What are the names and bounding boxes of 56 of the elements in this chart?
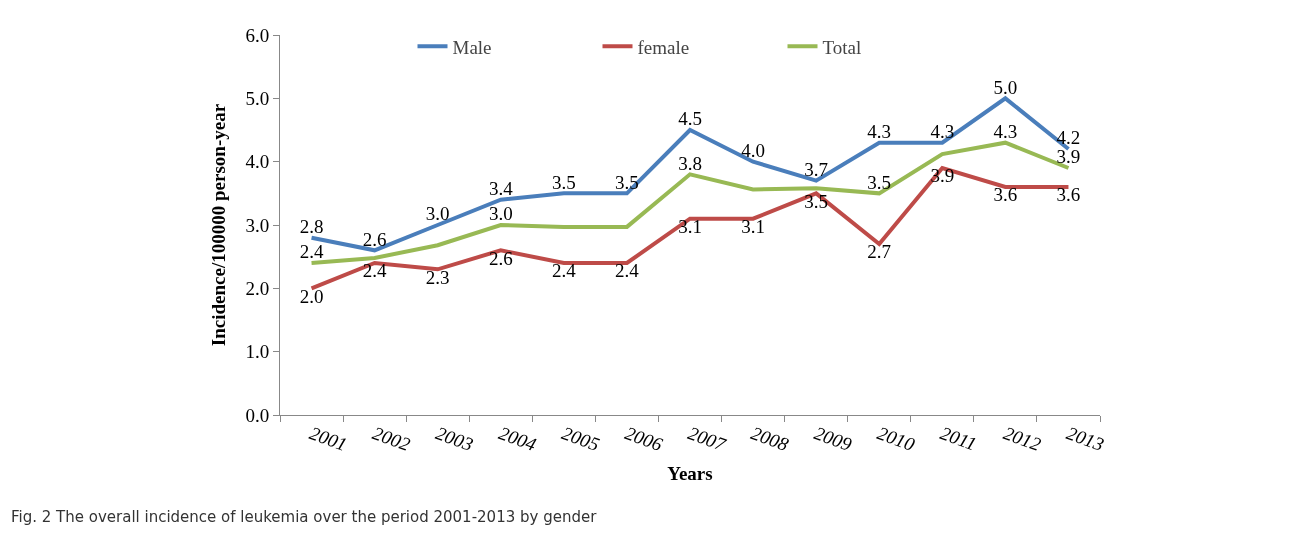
x-tick-label: 2005 xyxy=(559,422,603,455)
data-label: 2.4 xyxy=(551,260,577,282)
data-label: 2.6 xyxy=(362,228,387,250)
y-axis-title: Incidence/100000 person-year xyxy=(208,103,230,347)
data-label: 5.0 xyxy=(993,76,1018,98)
data-label: 2.0 xyxy=(299,285,324,307)
data-label: 4.3 xyxy=(993,120,1018,142)
data-label: 4.5 xyxy=(678,108,702,130)
data-label: 3.7 xyxy=(804,158,829,180)
x-tick-label: 2002 xyxy=(370,422,414,456)
y-tick-label: 1.0 xyxy=(245,341,270,363)
y-tick-label: 5.0 xyxy=(245,87,270,109)
data-label: 3.6 xyxy=(993,184,1018,206)
data-label: 3.1 xyxy=(741,215,765,237)
x-tick-label: 2003 xyxy=(433,422,476,455)
x-tick-label: 2001 xyxy=(306,422,350,455)
legend-label: female xyxy=(637,36,690,58)
y-tick-label: 0.0 xyxy=(245,404,270,426)
data-label: 3.5 xyxy=(615,171,639,193)
y-tick-label: 4.0 xyxy=(245,151,270,173)
data-label: 4.3 xyxy=(867,120,892,142)
legend-label: Male xyxy=(452,36,492,58)
data-label: 4.3 xyxy=(930,120,955,142)
data-label: 3.4 xyxy=(488,177,514,199)
data-label: 3.6 xyxy=(1056,184,1081,206)
caption: Fig. 2 The overall incidence of leukemia over the period 2001-2013 by gender xyxy=(11,508,598,526)
data-label: 3.0 xyxy=(425,203,450,225)
data-label: 2.7 xyxy=(867,241,892,263)
data-label: 3.1 xyxy=(678,215,702,237)
y-tick-label: 6.0 xyxy=(245,24,270,46)
data-label: 3.5 xyxy=(867,171,892,193)
data-label: 2.6 xyxy=(488,247,513,269)
data-label: 2.4 xyxy=(362,260,387,282)
data-label: 3.5 xyxy=(551,171,576,193)
x-axis-title: Years xyxy=(667,463,713,485)
data-label: 3.8 xyxy=(678,152,702,174)
data-label: 3.9 xyxy=(1056,146,1081,168)
data-label: 2.8 xyxy=(299,215,324,237)
data-label: 2.4 xyxy=(615,260,640,282)
x-tick-label: 2006 xyxy=(622,422,666,456)
x-tick-label: 2010 xyxy=(874,422,918,456)
y-tick-label: 3.0 xyxy=(245,214,270,236)
x-tick-label: 2012 xyxy=(1000,422,1045,456)
data-label: 3.0 xyxy=(488,203,513,225)
x-tick-label: 2008 xyxy=(748,422,792,456)
data-label: 2.4 xyxy=(299,241,324,263)
data-label: 4.0 xyxy=(741,139,765,161)
data-label: 2.3 xyxy=(425,266,450,288)
x-tick-label: 2007 xyxy=(685,422,730,456)
x-tick-label: 2013 xyxy=(1063,422,1107,455)
x-tick-label: 2009 xyxy=(811,422,855,456)
data-label: 4.2 xyxy=(1056,127,1081,149)
y-tick-label: 2.0 xyxy=(245,277,270,299)
x-tick-label: 2011 xyxy=(937,422,980,455)
legend-label: Total xyxy=(822,36,862,58)
x-tick-label: 2004 xyxy=(496,422,540,456)
